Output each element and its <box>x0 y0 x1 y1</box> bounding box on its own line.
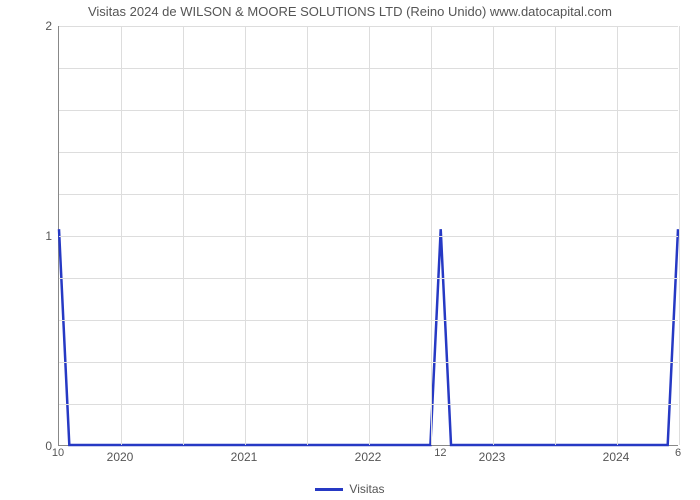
vgrid <box>121 26 122 445</box>
vgrid <box>245 26 246 445</box>
legend-swatch <box>315 488 343 491</box>
vgrid <box>369 26 370 445</box>
vgrid <box>183 26 184 445</box>
x-tick-label: 2022 <box>355 450 382 464</box>
x-tick-label: 2020 <box>107 450 134 464</box>
y-tick-label: 2 <box>0 19 52 33</box>
y-tick-label: 0 <box>0 439 52 453</box>
vgrid <box>679 26 680 445</box>
x-tick-label: 2021 <box>231 450 258 464</box>
point-label: 10 <box>52 447 64 459</box>
vgrid <box>493 26 494 445</box>
plot-area <box>58 26 678 446</box>
x-tick-label: 2023 <box>479 450 506 464</box>
vgrid <box>555 26 556 445</box>
legend: Visitas <box>0 482 700 496</box>
point-label: 12 <box>434 447 446 459</box>
chart-title: Visitas 2024 de WILSON & MOORE SOLUTIONS… <box>0 4 700 19</box>
y-tick-label: 1 <box>0 229 52 243</box>
vgrid <box>431 26 432 445</box>
point-label: 6 <box>675 447 681 459</box>
legend-label: Visitas <box>349 482 384 496</box>
vgrid <box>617 26 618 445</box>
vgrid <box>307 26 308 445</box>
x-tick-label: 2024 <box>603 450 630 464</box>
